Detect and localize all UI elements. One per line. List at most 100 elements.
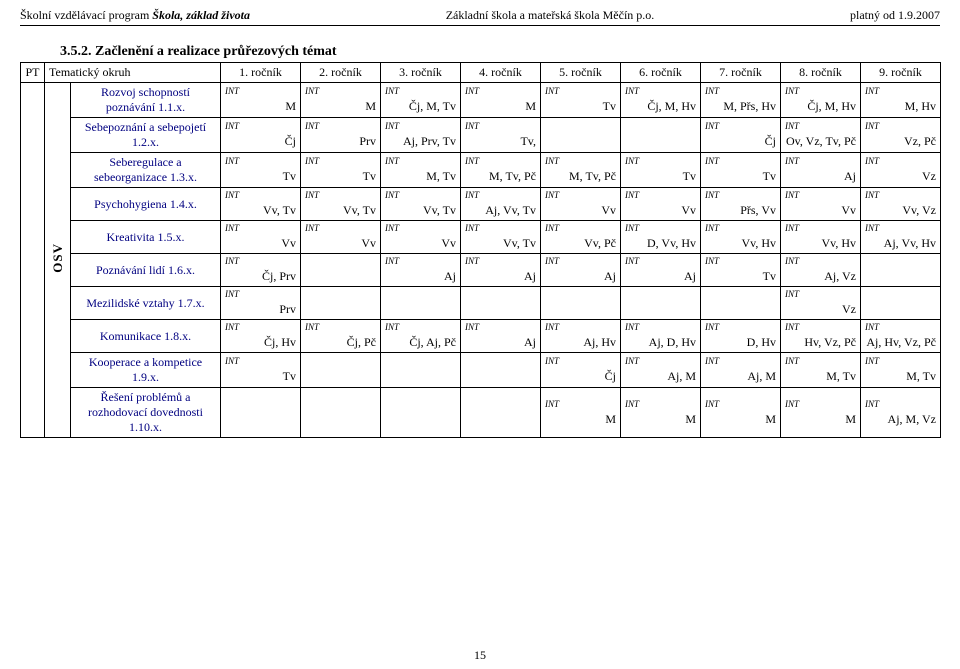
cell-value: M bbox=[305, 99, 376, 114]
data-cell: INTVv, Tv bbox=[221, 188, 301, 221]
int-tag: INT bbox=[865, 223, 936, 233]
cell-value: Vv bbox=[625, 203, 696, 218]
data-cell: INTM, Přs, Hv bbox=[701, 83, 781, 118]
cell-value: Vv bbox=[225, 236, 296, 251]
cell-value: M, Hv bbox=[865, 99, 936, 114]
cell-value: Hv, Vz, Pč bbox=[785, 335, 856, 350]
data-cell: INTAj, Vv, Tv bbox=[461, 188, 541, 221]
data-cell: INTAj bbox=[461, 254, 541, 287]
int-tag: INT bbox=[705, 322, 776, 332]
cell-value: Čj, Pč bbox=[305, 335, 376, 350]
cell-value: Vv, Vz bbox=[865, 203, 936, 218]
data-cell: INTM bbox=[221, 83, 301, 118]
cell-value: Aj bbox=[465, 335, 536, 350]
data-cell: INTAj, M bbox=[621, 353, 701, 388]
cell-value: Tv, bbox=[465, 134, 536, 149]
cell-value: Aj, Prv, Tv bbox=[385, 134, 456, 149]
table-row: Kooperace a kompetice 1.9.x.INTTvINTČjIN… bbox=[21, 353, 941, 388]
col-year-6: 6. ročník bbox=[621, 63, 701, 83]
int-tag: INT bbox=[705, 223, 776, 233]
cell-value: Aj, Vz bbox=[785, 269, 856, 284]
data-cell: INTVv, Tv bbox=[461, 221, 541, 254]
col-year-4: 4. ročník bbox=[461, 63, 541, 83]
data-cell: INTČj, M, Hv bbox=[781, 83, 861, 118]
data-cell: INTD, Hv bbox=[701, 320, 781, 353]
data-cell: INTTv, bbox=[461, 118, 541, 153]
cell-value: Aj, Vv, Hv bbox=[865, 236, 936, 251]
data-cell bbox=[621, 118, 701, 153]
cell-value: Aj bbox=[785, 169, 856, 184]
col-year-1: 1. ročník bbox=[221, 63, 301, 83]
cell-value: Vz, Pč bbox=[865, 134, 936, 149]
int-tag: INT bbox=[305, 322, 376, 332]
row-label: Kreativita 1.5.x. bbox=[71, 221, 221, 254]
int-tag: INT bbox=[705, 190, 776, 200]
data-cell: INTM bbox=[461, 83, 541, 118]
cell-value: M, Přs, Hv bbox=[705, 99, 776, 114]
col-year-3: 3. ročník bbox=[381, 63, 461, 83]
data-cell: INT Čj, Pč bbox=[301, 320, 381, 353]
data-cell: INT Čj bbox=[221, 118, 301, 153]
cell-value: Přs, Vv bbox=[705, 203, 776, 218]
cell-value: Čj, Aj, Pč bbox=[385, 335, 456, 350]
cell-value: Aj, M bbox=[705, 369, 776, 384]
int-tag: INT bbox=[305, 156, 376, 166]
int-tag: INT bbox=[545, 190, 616, 200]
data-cell: INTAj bbox=[621, 254, 701, 287]
int-tag: INT bbox=[385, 223, 456, 233]
int-tag: INT bbox=[865, 399, 936, 409]
cell-value: M, Tv bbox=[785, 369, 856, 384]
cell-value: Čj bbox=[705, 134, 776, 149]
int-tag: INT bbox=[225, 223, 296, 233]
data-cell: INT Vv bbox=[221, 221, 301, 254]
data-cell: INTČj bbox=[541, 353, 621, 388]
int-tag: INT bbox=[785, 399, 856, 409]
cell-value: Čj bbox=[225, 134, 296, 149]
data-cell: INTPrv bbox=[301, 118, 381, 153]
cell-value: Vv bbox=[785, 203, 856, 218]
data-cell: INTČj, Prv bbox=[221, 254, 301, 287]
data-cell: INT Vv bbox=[781, 188, 861, 221]
cell-value: Vz bbox=[865, 169, 936, 184]
header-right: platný od 1.9.2007 bbox=[850, 8, 940, 23]
data-cell: INTVz, Pč bbox=[861, 118, 941, 153]
cell-value: Vv, Hv bbox=[785, 236, 856, 251]
cell-value: M bbox=[625, 412, 696, 427]
int-tag: INT bbox=[545, 322, 616, 332]
data-cell bbox=[461, 353, 541, 388]
cell-value: Čj, Hv bbox=[225, 335, 296, 350]
row-label: Mezilidské vztahy 1.7.x. bbox=[71, 287, 221, 320]
int-tag: INT bbox=[545, 256, 616, 266]
data-cell: INTM, Tv, Pč bbox=[461, 153, 541, 188]
data-cell: INTVv, Hv bbox=[781, 221, 861, 254]
data-cell bbox=[701, 287, 781, 320]
int-tag: INT bbox=[225, 256, 296, 266]
int-tag: INT bbox=[385, 256, 456, 266]
data-cell: INTTv bbox=[221, 353, 301, 388]
data-cell: INTAj, Hv, Vz, Pč bbox=[861, 320, 941, 353]
int-tag: INT bbox=[225, 156, 296, 166]
table-row: Sebepoznání a sebepojetí 1.2.x.INTČjINTP… bbox=[21, 118, 941, 153]
int-tag: INT bbox=[385, 190, 456, 200]
int-tag: INT bbox=[865, 156, 936, 166]
row-label: Rozvoj schopností poznávání 1.1.x. bbox=[71, 83, 221, 118]
data-cell: INTVv bbox=[301, 221, 381, 254]
int-tag: INT bbox=[545, 86, 616, 96]
cell-value: M bbox=[225, 99, 296, 114]
data-cell: INT Přs, Vv bbox=[701, 188, 781, 221]
data-cell: INTČj, Aj, Pč bbox=[381, 320, 461, 353]
data-cell: INTM, Tv bbox=[861, 353, 941, 388]
int-tag: INT bbox=[545, 156, 616, 166]
data-cell: INTTv bbox=[541, 83, 621, 118]
int-tag: INT bbox=[225, 121, 296, 131]
data-cell: INT Aj, Vv, Hv bbox=[861, 221, 941, 254]
cell-value: Tv bbox=[305, 169, 376, 184]
int-tag: INT bbox=[705, 256, 776, 266]
int-tag: INT bbox=[785, 156, 856, 166]
cell-value: M bbox=[705, 412, 776, 427]
data-cell bbox=[541, 118, 621, 153]
int-tag: INT bbox=[785, 190, 856, 200]
cell-value: Vv, Tv bbox=[305, 203, 376, 218]
header-row: PT Tematický okruh 1. ročník 2. ročník 3… bbox=[21, 63, 941, 83]
cell-value: M bbox=[785, 412, 856, 427]
